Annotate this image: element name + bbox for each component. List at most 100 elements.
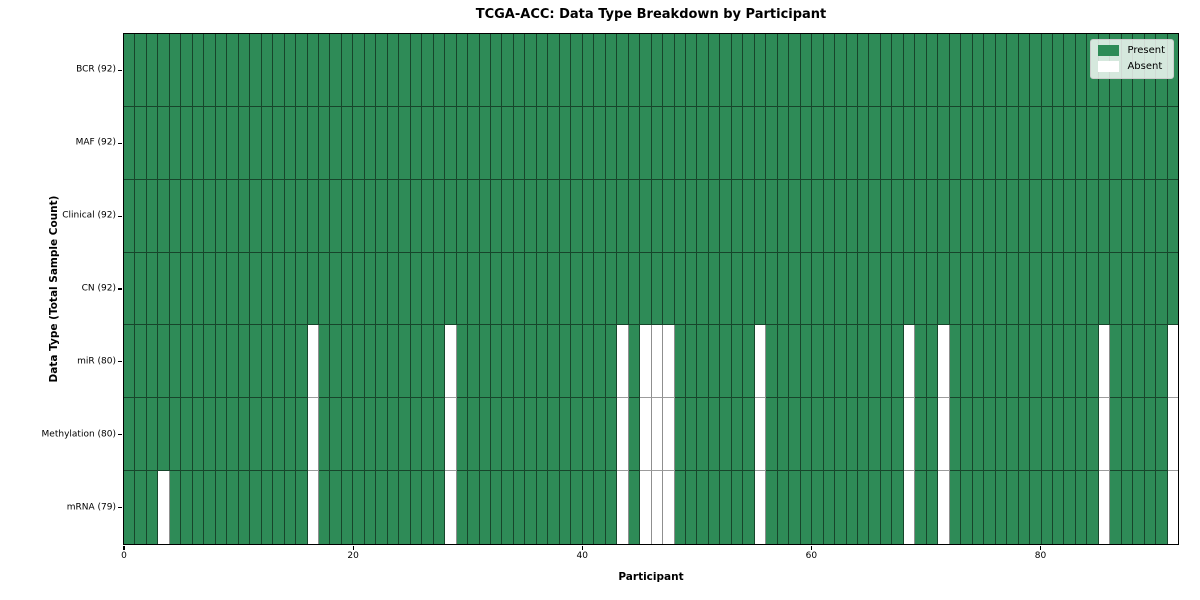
heatmap-cell xyxy=(743,252,755,326)
heatmap-cell xyxy=(1052,106,1065,180)
heatmap-cell xyxy=(341,179,354,253)
heatmap-cell xyxy=(284,106,297,180)
heatmap-cell xyxy=(491,325,503,399)
heatmap-cell xyxy=(1041,179,1053,253)
heatmap-cell xyxy=(938,325,950,399)
heatmap-cell xyxy=(605,471,618,545)
heatmap-cell xyxy=(754,325,767,399)
heatmap-cell xyxy=(720,398,732,472)
heatmap-cell xyxy=(720,106,732,180)
heatmap-cell xyxy=(800,398,813,472)
heatmap-cell xyxy=(789,471,801,545)
y-tick-mark xyxy=(118,506,123,509)
heatmap-cell xyxy=(445,325,457,399)
heatmap-cell xyxy=(1007,398,1019,472)
heatmap-cell xyxy=(823,179,836,253)
heatmap-cell xyxy=(1052,252,1065,326)
heatmap-cell xyxy=(227,179,239,253)
heatmap-cell xyxy=(731,398,744,472)
heatmap-cell xyxy=(525,398,537,472)
heatmap-cell xyxy=(1156,471,1168,545)
heatmap-cell xyxy=(536,325,549,399)
heatmap-cell xyxy=(468,252,480,326)
heatmap-cell xyxy=(353,252,365,326)
heatmap-cell xyxy=(1133,179,1145,253)
heatmap-cell xyxy=(124,179,136,253)
heatmap-cell xyxy=(433,398,446,472)
heatmap-cell xyxy=(468,325,480,399)
heatmap-cell xyxy=(972,34,985,107)
heatmap-cell xyxy=(296,398,308,472)
heatmap-cell xyxy=(422,106,434,180)
heatmap-cell xyxy=(961,34,973,107)
y-tick-label: Methylation (80) xyxy=(41,429,116,440)
heatmap-cell xyxy=(261,179,274,253)
heatmap-cell xyxy=(1018,471,1031,545)
heatmap-cell xyxy=(559,34,572,107)
heatmap-cell xyxy=(1064,252,1076,326)
heatmap-cell xyxy=(364,325,377,399)
heatmap-cell xyxy=(376,471,388,545)
heatmap-cell xyxy=(433,252,446,326)
heatmap-cell xyxy=(674,252,686,326)
heatmap-cell xyxy=(387,252,400,326)
heatmap-cell xyxy=(880,471,893,545)
heatmap-cell xyxy=(158,106,170,180)
heatmap-cell xyxy=(1167,398,1179,472)
heatmap-cell xyxy=(949,252,962,326)
y-tick-mark xyxy=(118,434,123,436)
heatmap-row xyxy=(124,398,1179,472)
heatmap-cell xyxy=(720,179,732,253)
heatmap-cell xyxy=(250,106,262,180)
heatmap-cell xyxy=(353,398,365,472)
heatmap-cell xyxy=(548,34,560,107)
heatmap-cell xyxy=(1087,398,1099,472)
heatmap-cell xyxy=(169,34,182,107)
heatmap-cell xyxy=(617,34,629,107)
heatmap-cell xyxy=(1098,398,1111,472)
heatmap-cell xyxy=(903,398,916,472)
heatmap-cell xyxy=(273,325,285,399)
heatmap-cell xyxy=(399,471,411,545)
heatmap-cell xyxy=(961,106,973,180)
heatmap-cell xyxy=(984,34,996,107)
heatmap-cell xyxy=(1041,398,1053,472)
heatmap-cell xyxy=(949,179,962,253)
heatmap-cell xyxy=(789,398,801,472)
heatmap-cell xyxy=(124,398,136,472)
heatmap-cell xyxy=(835,398,847,472)
heatmap-cell xyxy=(169,106,182,180)
heatmap-cell xyxy=(846,179,858,253)
heatmap-cell xyxy=(846,106,858,180)
heatmap-cell xyxy=(617,325,629,399)
heatmap-cell xyxy=(903,471,916,545)
heatmap-cell xyxy=(880,398,893,472)
heatmap-cell xyxy=(594,471,606,545)
heatmap-cell xyxy=(594,252,606,326)
heatmap-cell xyxy=(628,252,641,326)
heatmap-cell xyxy=(422,325,434,399)
heatmap-cell xyxy=(261,398,274,472)
heatmap-cell xyxy=(433,325,446,399)
heatmap-cell xyxy=(938,471,950,545)
heatmap-cell xyxy=(754,106,767,180)
heatmap-cell xyxy=(674,471,686,545)
x-tick-label: 40 xyxy=(576,551,588,561)
heatmap-cell xyxy=(513,252,526,326)
heatmap-row xyxy=(124,106,1179,180)
heatmap-cell xyxy=(605,398,618,472)
heatmap-cell xyxy=(410,34,423,107)
heatmap-cell xyxy=(605,252,618,326)
heatmap-cell xyxy=(961,252,973,326)
heatmap-cell xyxy=(789,179,801,253)
heatmap-cell xyxy=(1041,471,1053,545)
heatmap-cell xyxy=(582,471,595,545)
heatmap-cell xyxy=(410,398,423,472)
heatmap-cell xyxy=(330,252,342,326)
y-tick-label: mRNA (79) xyxy=(66,502,116,513)
heatmap-cell xyxy=(250,398,262,472)
heatmap-cell xyxy=(1018,398,1031,472)
heatmap-cell xyxy=(353,106,365,180)
heatmap-cell xyxy=(617,398,629,472)
